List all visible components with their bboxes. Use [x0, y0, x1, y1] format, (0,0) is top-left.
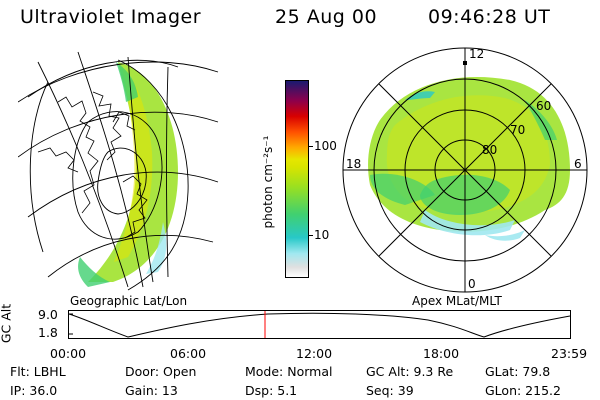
mlt-label-6: 6: [574, 157, 582, 171]
colorbar: [285, 80, 309, 278]
status-gain: Gain: 13: [125, 383, 178, 398]
colorbar-tick-100: [308, 146, 313, 147]
altitude-curve: [68, 312, 571, 338]
mlat-label-60: 60: [536, 99, 551, 113]
altitude-ytick-min: 1.8: [38, 325, 58, 340]
polar-plot: 12 18 6 0 60 70 80: [342, 47, 588, 293]
mlt-label-12: 12: [469, 47, 484, 61]
colorbar-unit-label: photon cm⁻²s⁻¹: [261, 135, 275, 229]
altitude-xtick-0000: 00:00: [50, 346, 87, 361]
colorbar-tick-label-100: 100: [314, 139, 337, 153]
geographic-image: [18, 51, 219, 291]
status-seq: Seq: 39: [366, 383, 414, 398]
polar-caption: Apex MLat/MLT: [412, 294, 502, 308]
status-gc-alt: GC Alt: 9.3 Re: [366, 364, 454, 379]
mlt-label-0: 0: [468, 277, 476, 291]
status-glat: GLat: 79.8: [485, 364, 551, 379]
mlat-label-70: 70: [510, 123, 525, 137]
altitude-xtick-1800: 18:00: [423, 346, 460, 361]
colorbar-tick-10: [308, 235, 313, 236]
status-ip: IP: 36.0: [10, 383, 58, 398]
date-label: 25 Aug 00: [275, 6, 378, 28]
status-dsp: Dsp: 5.1: [245, 383, 298, 398]
altitude-ylabel: GC Alt: [0, 303, 14, 344]
time-label: 09:46:28 UT: [428, 6, 551, 28]
altitude-xtick-1200: 12:00: [296, 346, 333, 361]
altitude-plot: [68, 310, 571, 339]
status-glon: GLon: 215.2: [485, 383, 561, 398]
status-filter: Flt: LBHL: [10, 364, 66, 379]
mlat-label-80: 80: [482, 143, 497, 157]
status-door: Door: Open: [125, 364, 197, 379]
altitude-xtick-0600: 06:00: [170, 346, 207, 361]
instrument-title: Ultraviolet Imager: [20, 6, 202, 28]
status-mode: Mode: Normal: [245, 364, 333, 379]
colorbar-tick-label-10: 10: [314, 228, 330, 242]
mlt-label-18: 18: [346, 157, 361, 171]
altitude-ytick-max: 9.0: [38, 307, 58, 322]
altitude-xtick-2359: 23:59: [551, 346, 588, 361]
geographic-caption: Geographic Lat/Lon: [70, 294, 188, 308]
